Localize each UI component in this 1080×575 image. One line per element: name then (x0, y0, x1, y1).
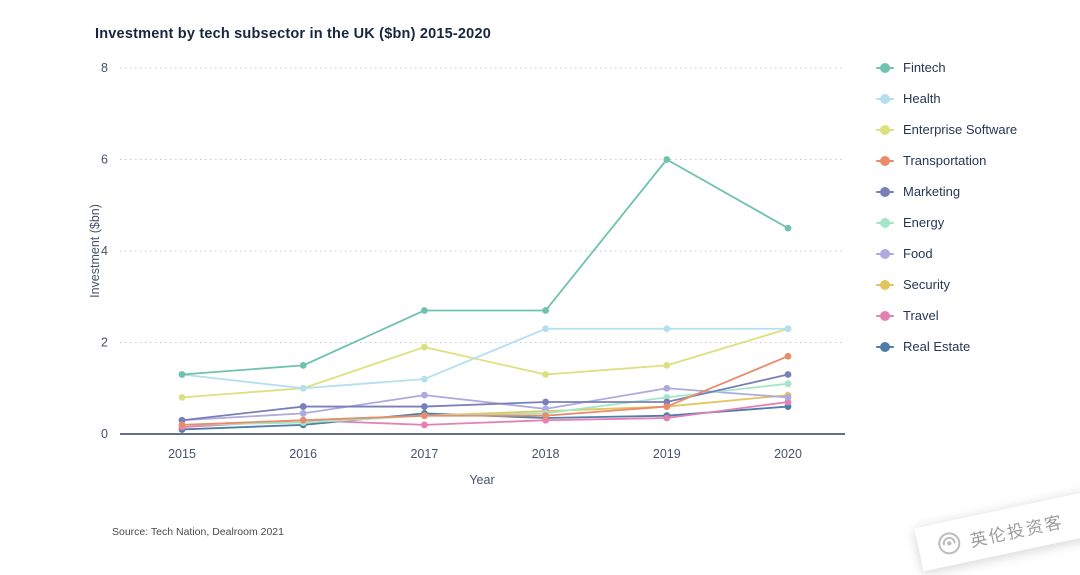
svg-text:6: 6 (101, 153, 108, 167)
legend-item-real-estate: Real Estate (876, 331, 1017, 362)
watermark: 英伦投资客 (914, 490, 1080, 572)
legend-item-health: Health (876, 83, 1017, 114)
legend-item-energy: Energy (876, 207, 1017, 238)
svg-text:8: 8 (101, 61, 108, 75)
legend-item-travel: Travel (876, 300, 1017, 331)
legend-marker-icon (876, 310, 894, 321)
series-transportation (178, 352, 792, 429)
legend-marker-icon (876, 217, 894, 228)
legend-marker-icon (876, 155, 894, 166)
x-axis-title: Year (469, 473, 494, 487)
svg-text:4: 4 (101, 244, 108, 258)
legend-marker-icon (876, 186, 894, 197)
legend: Fintech Health Enterprise Software Transpor… (876, 52, 1017, 362)
svg-text:2020: 2020 (774, 447, 802, 461)
svg-text:2016: 2016 (289, 447, 317, 461)
series-health (178, 325, 792, 392)
gridlines (120, 67, 845, 343)
source-note: Source: Tech Nation, Dealroom 2021 (112, 526, 284, 538)
legend-label: Energy (903, 215, 945, 230)
svg-text:2017: 2017 (410, 447, 438, 461)
legend-item-enterprise-software: Enterprise Software (876, 114, 1017, 145)
series-lines (178, 156, 792, 433)
svg-text:2: 2 (101, 336, 108, 350)
legend-label: Travel (903, 308, 939, 323)
legend-item-marketing: Marketing (876, 176, 1017, 207)
series-fintech (178, 156, 792, 378)
legend-marker-icon (876, 248, 894, 259)
axes: 0 2 4 6 8 2015 2016 2017 2018 2019 2020 (101, 61, 845, 461)
svg-text:0: 0 (101, 427, 108, 441)
logo-icon (938, 532, 961, 555)
series-enterprise-software (178, 325, 792, 401)
svg-text:2018: 2018 (532, 447, 560, 461)
legend-label: Transportation (903, 153, 987, 168)
watermark-text: 英伦投资客 (968, 511, 1066, 552)
series-real-estate (178, 403, 792, 433)
legend-label: Marketing (903, 184, 961, 199)
legend-label: Food (903, 246, 933, 261)
investment-line-chart: 0 2 4 6 8 2015 2016 2017 2018 2019 2020 Year Inves… (88, 61, 845, 487)
svg-text:2015: 2015 (168, 447, 196, 461)
legend-label: Security (903, 277, 950, 292)
legend-item-security: Security (876, 269, 1017, 300)
chart-title: Investment by tech subsector in the UK (… (95, 26, 491, 42)
legend-item-food: Food (876, 238, 1017, 269)
legend-item-transportation: Transportation (876, 145, 1017, 176)
legend-label: Health (903, 91, 941, 106)
legend-marker-icon (876, 93, 894, 104)
legend-label: Enterprise Software (903, 122, 1018, 137)
legend-item-fintech: Fintech (876, 52, 1017, 83)
legend-label: Real Estate (903, 339, 971, 354)
legend-marker-icon (876, 279, 894, 290)
y-axis-title: Investment ($bn) (88, 204, 102, 298)
legend-marker-icon (876, 124, 894, 135)
legend-label: Fintech (903, 60, 946, 75)
svg-text:2019: 2019 (653, 447, 681, 461)
legend-marker-icon (876, 341, 894, 352)
legend-marker-icon (876, 62, 894, 73)
